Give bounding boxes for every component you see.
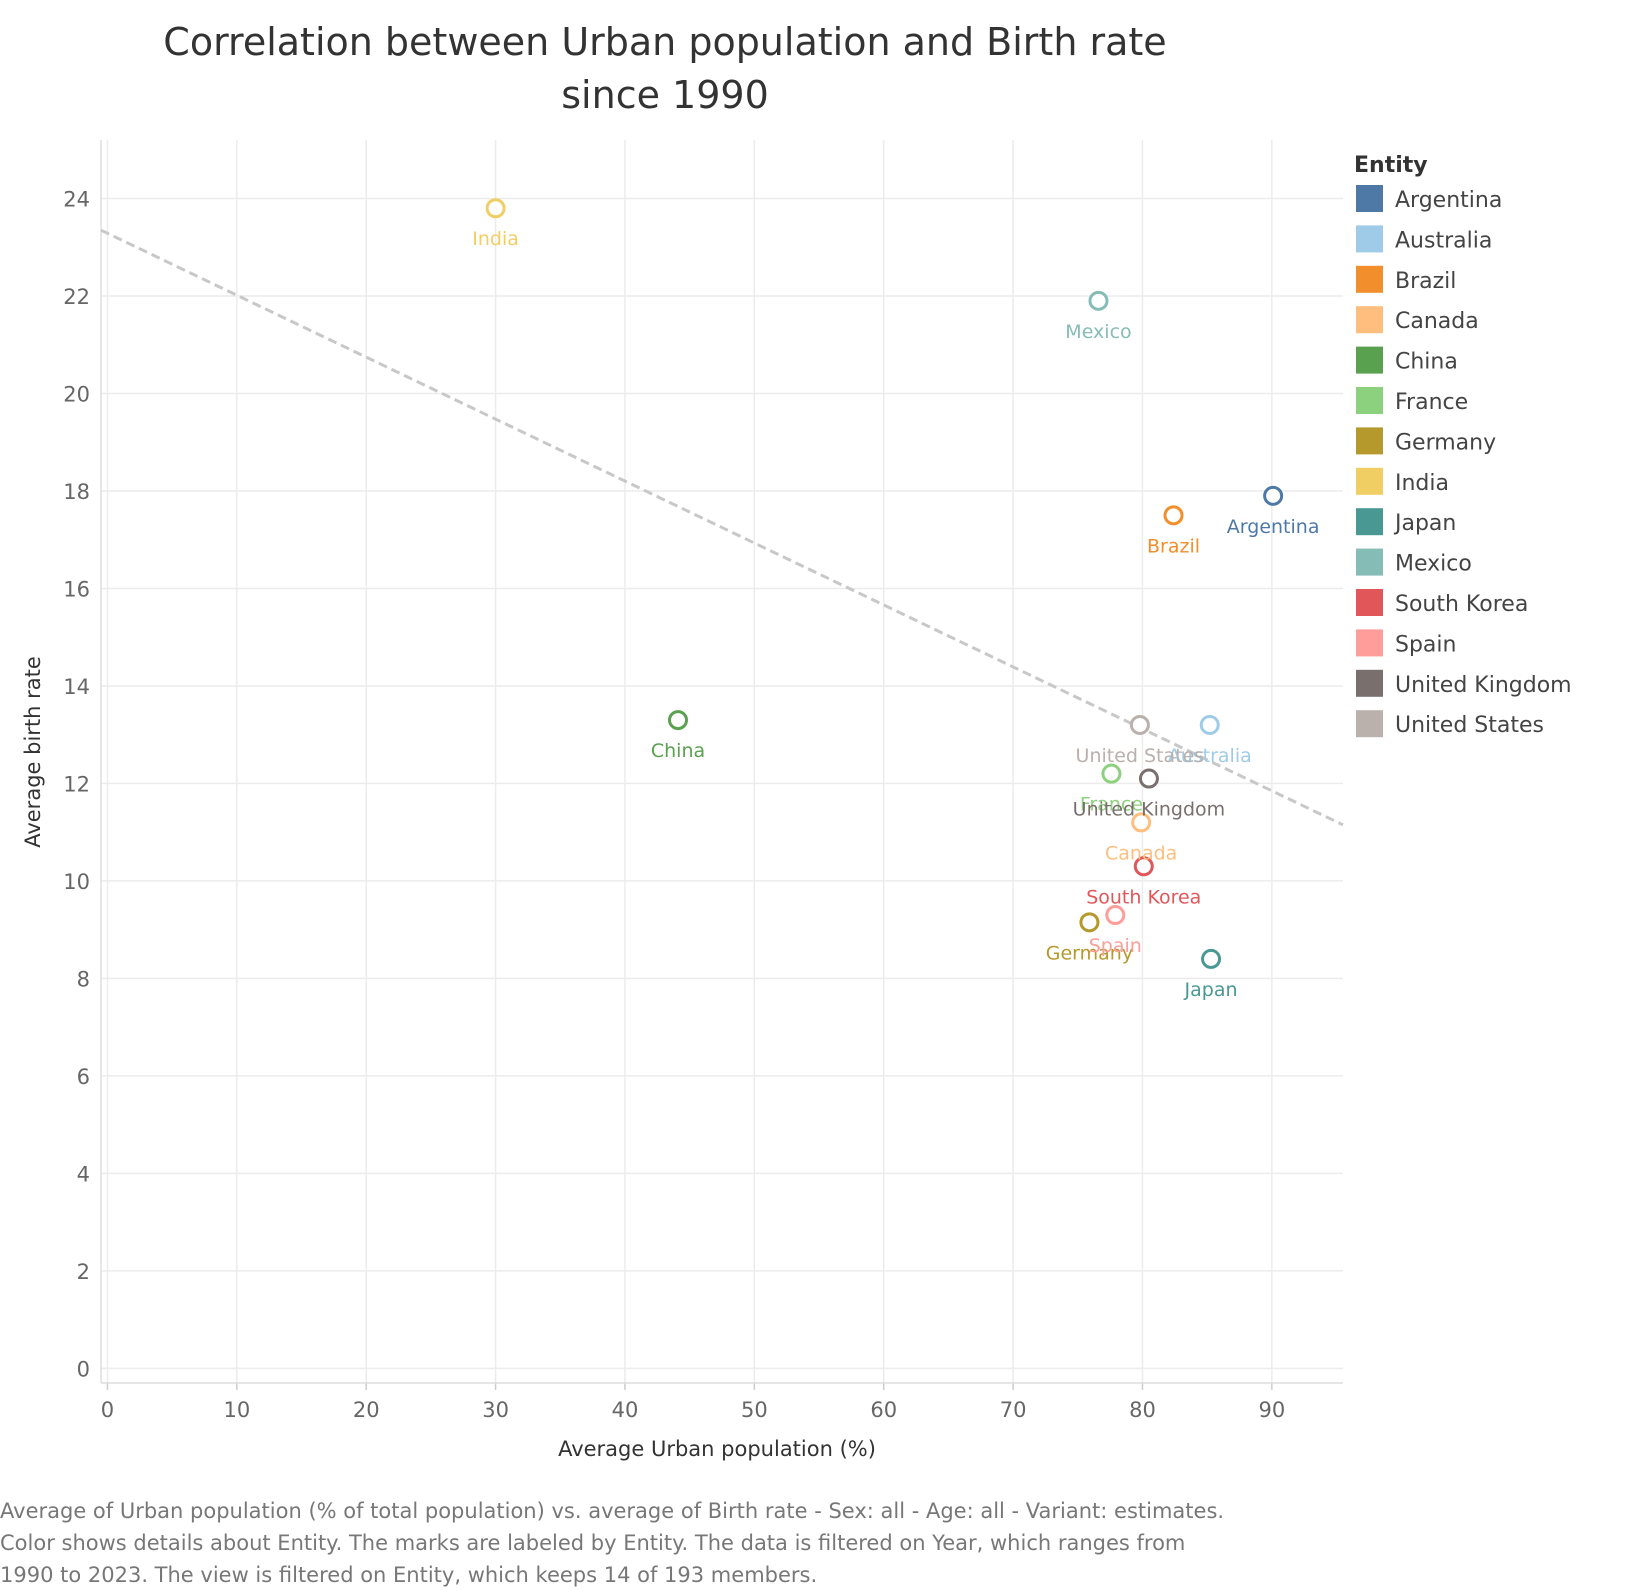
x-tick-label: 0 xyxy=(101,1398,114,1422)
legend-swatch xyxy=(1356,589,1383,616)
x-axis-title: Average Urban population (%) xyxy=(558,1437,876,1461)
legend-swatch xyxy=(1356,346,1383,374)
y-tick-label: 18 xyxy=(63,480,90,504)
legend-label: India xyxy=(1395,471,1449,496)
y-tick-label: 12 xyxy=(63,772,90,796)
legend-swatch xyxy=(1356,548,1383,576)
legend-swatch xyxy=(1356,185,1383,212)
chart-title-line-1: Correlation between Urban population and… xyxy=(163,20,1166,64)
data-point xyxy=(485,198,506,219)
data-point xyxy=(1079,912,1100,933)
point-label: Argentina xyxy=(1227,516,1320,538)
legend-label: Australia xyxy=(1395,228,1492,253)
legend-label: Japan xyxy=(1393,511,1456,536)
x-tick-label: 70 xyxy=(1000,1398,1027,1422)
legend-label: United States xyxy=(1395,713,1544,738)
point-label: South Korea xyxy=(1086,886,1201,908)
point-label: Canada xyxy=(1105,842,1177,864)
legend-label: Brazil xyxy=(1395,269,1456,294)
y-tick-label: 8 xyxy=(77,967,90,991)
y-tick-label: 2 xyxy=(77,1260,90,1284)
legend-swatch xyxy=(1356,265,1383,293)
grid xyxy=(101,140,1343,1383)
x-tick-label: 90 xyxy=(1258,1398,1285,1422)
legend-label: France xyxy=(1395,390,1468,415)
legend-label: United Kingdom xyxy=(1395,673,1572,698)
point-label: Brazil xyxy=(1147,535,1200,557)
legend-swatch xyxy=(1356,629,1383,657)
chart-caption: Average of Urban population (% of total … xyxy=(0,1495,1330,1591)
legend-label: Argentina xyxy=(1395,188,1502,213)
x-tick-label: 60 xyxy=(870,1398,897,1422)
y-tick-label: 14 xyxy=(63,675,90,699)
y-tick-label: 22 xyxy=(63,285,90,309)
data-point xyxy=(1199,714,1220,735)
point-label: Germany xyxy=(1046,942,1133,964)
point-label: China xyxy=(651,740,705,762)
data-point xyxy=(1201,948,1222,969)
legend-label: South Korea xyxy=(1395,592,1528,617)
y-tick-label: 6 xyxy=(77,1065,90,1089)
legend-swatch xyxy=(1356,427,1383,455)
legend-label: China xyxy=(1395,350,1458,375)
x-tick-label: 10 xyxy=(223,1398,250,1422)
point-labels: Argentina Australia Brazil Canada China Franc… xyxy=(472,228,1319,1001)
legend-label: Spain xyxy=(1395,632,1456,657)
y-tick-label: 0 xyxy=(77,1357,90,1381)
legend-swatch xyxy=(1356,508,1383,536)
x-tick-label: 50 xyxy=(741,1398,768,1422)
y-tick-label: 24 xyxy=(63,187,90,211)
point-label: United Kingdom xyxy=(1073,799,1226,821)
chart-title-line-2: since 1990 xyxy=(561,73,769,117)
legend-swatch xyxy=(1356,467,1383,495)
caption-line: Color shows details about Entity. The ma… xyxy=(0,1531,1186,1555)
data-point xyxy=(1131,812,1152,833)
legend-swatch xyxy=(1356,669,1383,697)
legend-swatch xyxy=(1356,710,1383,738)
data-point xyxy=(1101,763,1122,784)
data-point xyxy=(668,710,689,731)
x-tick-label: 30 xyxy=(482,1398,509,1422)
y-tick-label: 20 xyxy=(63,382,90,406)
data-point xyxy=(1088,290,1109,311)
y-tick-label: 16 xyxy=(63,577,90,601)
x-tick-label: 20 xyxy=(353,1398,380,1422)
legend-swatch xyxy=(1356,225,1383,253)
point-label: Mexico xyxy=(1065,321,1131,343)
x-tick-label: 80 xyxy=(1129,1398,1156,1422)
point-label: Spain xyxy=(1089,935,1142,957)
point-label: Japan xyxy=(1184,979,1238,1001)
legend-label: Canada xyxy=(1395,309,1479,334)
legend-title: Entity xyxy=(1354,153,1428,178)
point-label: France xyxy=(1080,794,1143,816)
trend-line xyxy=(100,228,1344,827)
y-tick-label: 10 xyxy=(63,870,90,894)
trend-line-path xyxy=(100,228,1344,827)
data-point xyxy=(1263,485,1284,506)
legend-swatch xyxy=(1356,387,1383,414)
data-point xyxy=(1133,856,1154,877)
caption-line: Average of Urban population (% of total … xyxy=(0,1499,1225,1523)
y-tick-label: 4 xyxy=(77,1162,90,1186)
caption-line: 1990 to 2023. The view is filtered on En… xyxy=(0,1563,818,1587)
data-points xyxy=(485,198,1284,969)
data-point xyxy=(1105,905,1126,926)
y-axis-title: Average birth rate xyxy=(21,656,45,848)
point-label: Australia xyxy=(1168,745,1252,767)
point-label: United States xyxy=(1076,745,1205,767)
data-point xyxy=(1129,714,1150,735)
data-point xyxy=(1138,768,1159,789)
x-tick-label: 40 xyxy=(612,1398,639,1422)
legend-label: Germany xyxy=(1395,430,1496,455)
data-point xyxy=(1163,505,1184,526)
point-label: India xyxy=(472,228,519,250)
legend-swatch xyxy=(1356,306,1383,334)
chart-title: Correlation between Urban population and… xyxy=(163,20,1166,117)
legend: Entity Argentina Australia Brazil Canada Chi… xyxy=(1354,153,1572,738)
legend-label: Mexico xyxy=(1395,552,1472,577)
